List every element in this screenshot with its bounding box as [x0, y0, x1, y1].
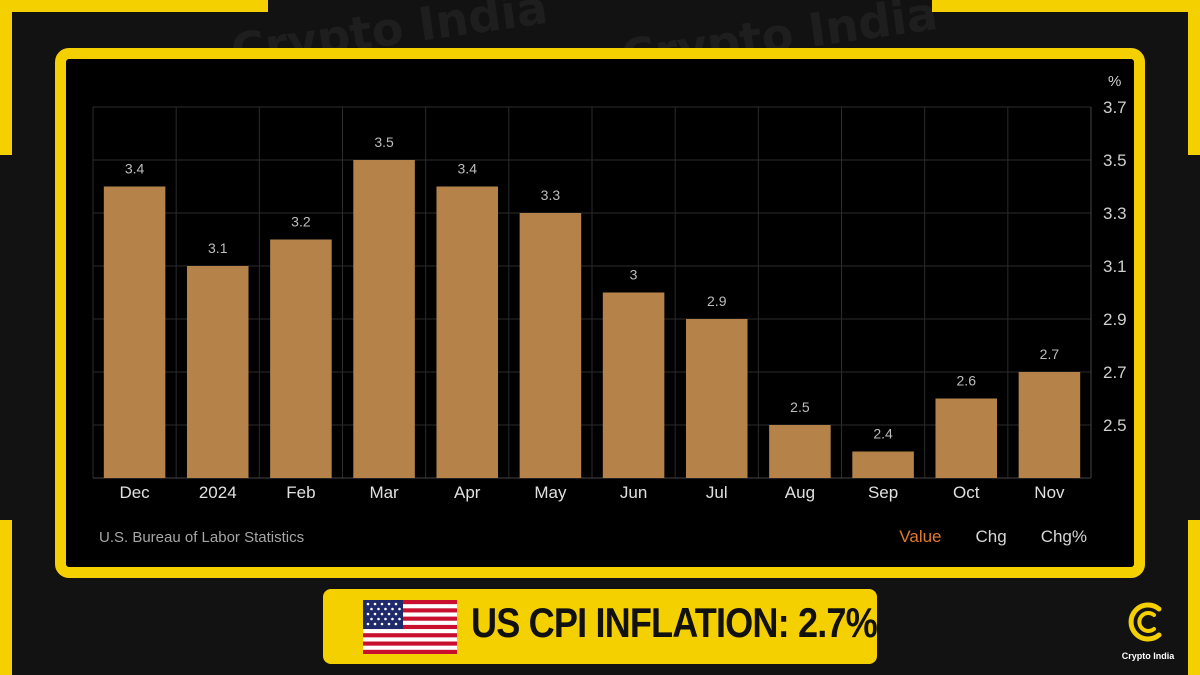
- tab-chg[interactable]: Chg: [975, 527, 1007, 546]
- x-tick-label: Sep: [868, 483, 898, 502]
- bar: [685, 319, 748, 478]
- corner-bracket: [0, 520, 12, 675]
- bar: [103, 186, 166, 478]
- data-label: 3.2: [291, 214, 311, 230]
- chart-tabs: Value Chg Chg%: [899, 527, 1087, 547]
- corner-bracket: [1188, 520, 1200, 675]
- crypto-india-c-icon: [1128, 602, 1162, 642]
- bar: [186, 266, 249, 478]
- brand-name: Crypto India: [1121, 651, 1175, 661]
- x-tick-label: Dec: [119, 483, 150, 502]
- chart-frame: 3.7 3.5 3.3 3.1 2.9 2.7 2.5% 3.4 Dec 3.1 2024 3.2 Fe…: [55, 48, 1145, 578]
- x-tick-label: Apr: [454, 483, 481, 502]
- y-tick-label: 3.7: [1103, 98, 1127, 117]
- brand-logo: Crypto India: [1118, 600, 1178, 661]
- x-tick-label: Mar: [369, 483, 399, 502]
- cpi-bar-chart: 3.7 3.5 3.3 3.1 2.9 2.7 2.5% 3.4 Dec 3.1 2024 3.2 Fe…: [92, 73, 1127, 502]
- data-label: 2.9: [707, 293, 727, 309]
- data-label: 2.4: [873, 426, 893, 442]
- x-tick-label: Jul: [706, 483, 728, 502]
- data-label: 3: [630, 267, 638, 283]
- y-tick-label: 3.5: [1103, 151, 1127, 170]
- corner-bracket: [0, 0, 12, 155]
- chart-source: U.S. Bureau of Labor Statistics: [99, 529, 305, 546]
- corner-bracket: [1188, 0, 1200, 155]
- y-tick-label: 2.9: [1103, 310, 1127, 329]
- y-tick-label: 3.3: [1103, 204, 1127, 223]
- x-tick-label: 2024: [199, 483, 237, 502]
- x-tick-label: May: [534, 483, 567, 502]
- x-tick-label: Oct: [953, 483, 980, 502]
- data-label: 3.4: [125, 161, 145, 177]
- bar: [1018, 372, 1081, 478]
- data-label: 2.5: [790, 399, 810, 415]
- tab-chg-percent[interactable]: Chg%: [1040, 527, 1087, 546]
- corner-bracket: [932, 0, 1200, 12]
- x-tick-label: Feb: [286, 483, 315, 502]
- bar: [852, 451, 914, 478]
- data-label: 3.3: [541, 187, 561, 203]
- bar: [519, 213, 582, 478]
- bar: [602, 292, 665, 478]
- data-label: 3.5: [374, 134, 394, 150]
- y-tick-label: 3.1: [1103, 257, 1127, 276]
- y-tick-label: 2.5: [1103, 416, 1127, 435]
- data-label: 2.7: [1040, 346, 1060, 362]
- x-tick-label: Nov: [1034, 483, 1065, 502]
- x-tick-label: Aug: [785, 483, 815, 502]
- bar: [769, 425, 831, 478]
- headline-banner: US CPI INFLATION: 2.7%: [323, 589, 878, 664]
- us-flag-icon: [363, 600, 457, 654]
- y-tick-label: 2.7: [1103, 363, 1127, 382]
- bar: [270, 239, 332, 478]
- bar: [935, 398, 998, 478]
- y-unit-label: %: [1108, 73, 1121, 90]
- data-label: 3.1: [208, 240, 228, 256]
- data-label: 2.6: [957, 373, 977, 389]
- bar: [353, 160, 415, 478]
- corner-bracket: [0, 0, 268, 12]
- x-tick-label: Jun: [620, 483, 647, 502]
- data-label: 3.4: [458, 161, 478, 177]
- tab-value[interactable]: Value: [899, 527, 942, 546]
- headline-title: US CPI INFLATION: 2.7%: [471, 599, 878, 646]
- bar: [436, 186, 499, 478]
